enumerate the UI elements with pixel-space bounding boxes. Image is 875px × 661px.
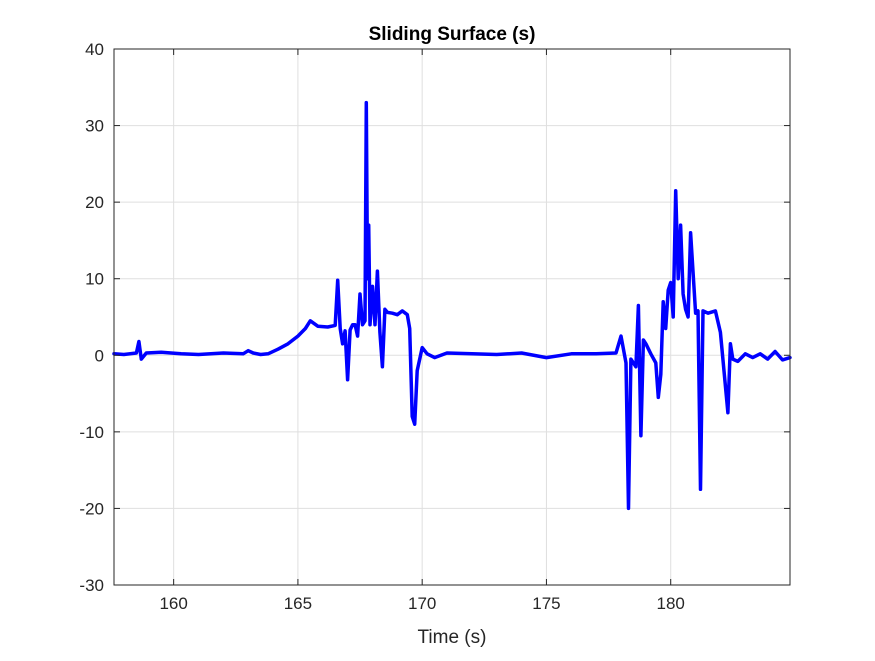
y-tick-labels: -30 -20 -10 0 10 20 30 40 (79, 40, 104, 595)
chart-title: Sliding Surface (s) (369, 24, 536, 45)
plot-area (114, 49, 790, 585)
series-layer (112, 100, 792, 511)
y-tick-label: -10 (79, 423, 104, 442)
y-tick-label: 40 (85, 40, 104, 59)
x-tick-labels: 160 165 170 175 180 (159, 594, 684, 613)
x-tick-label: 180 (657, 594, 685, 613)
axes-box (113, 48, 791, 586)
x-tick-label: 175 (532, 594, 560, 613)
x-tick-label: 170 (408, 594, 436, 613)
x-tick-label: 160 (159, 594, 187, 613)
x-tick-label: 165 (284, 594, 312, 613)
x-axis-label: Time (s) (418, 627, 487, 648)
y-tick-label: -20 (79, 499, 104, 518)
y-tick-label: 10 (85, 270, 104, 289)
y-tick-label: 0 (95, 346, 104, 365)
y-tick-label: 20 (85, 193, 104, 212)
y-tick-label: -30 (79, 576, 104, 595)
sliding-surface-series-line (112, 100, 792, 511)
y-tick-label: 30 (85, 117, 104, 136)
axes (113, 48, 791, 586)
